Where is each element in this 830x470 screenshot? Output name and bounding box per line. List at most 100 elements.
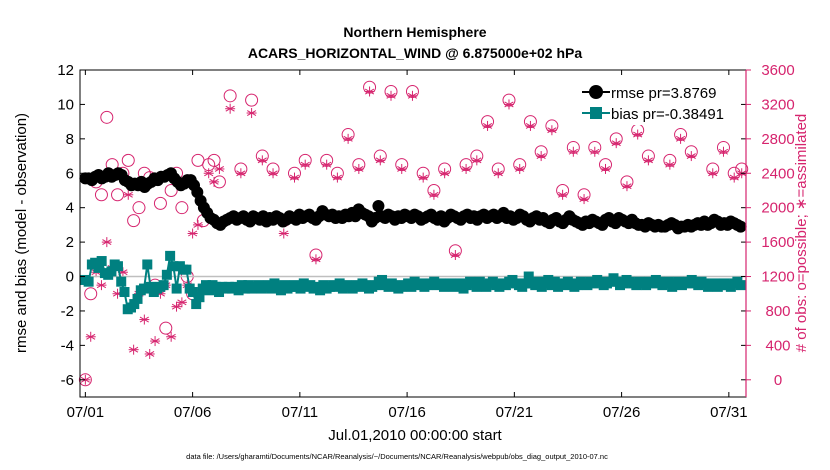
obs-assimilated-point [675,133,686,144]
obs-assimilated-point [171,301,182,312]
asterisk-stroke [504,101,514,108]
right-y-axis-label: # of obs: o=possible; ∗=assimilated [793,114,810,353]
obs-assimilated-point [150,336,161,347]
obs-assimilated-point [439,168,450,179]
obs-assimilated-point [525,120,536,131]
asterisk-stroke [171,303,182,310]
right-tick-label: 0 [774,372,782,389]
obs-assimilated-point [203,168,214,179]
obs-assimilated-point [632,129,643,140]
asterisk-stroke [611,140,621,147]
obs-assimilated-point [300,159,311,170]
obs-assimilated-point [289,172,300,183]
asterisk-stroke [214,166,225,172]
obs-assimilated-point [332,172,343,183]
obs-assimilated-point [176,297,187,308]
asterisk-stroke [440,170,450,177]
left-tick-label: -6 [61,372,74,389]
left-y-axis: -6 -4 -2 0 2 4 6 8 10 12 [57,62,746,389]
obs-assimilated-point [503,99,514,110]
obs-possible-point [223,89,237,103]
obs-assimilated-point [482,120,493,131]
asterisk-stroke [129,346,139,353]
asterisk-stroke [177,299,187,306]
right-tick-label: 2400 [761,165,794,182]
obs-assimilated-point [96,280,107,291]
bias-point [132,293,143,304]
asterisk-stroke [515,166,525,172]
asterisk-stroke [300,161,310,168]
obs-assimilated-point [461,163,472,174]
obs-assimilated-point [643,155,654,166]
asterisk-stroke [429,191,439,198]
x-tick-label: 07/26 [603,404,641,421]
obs-assimilated-point [621,181,632,192]
bias-point [210,281,221,292]
obs-possible-point [127,214,141,228]
asterisk-stroke [418,174,428,181]
right-tick-label: 400 [765,337,790,354]
bias-point [233,285,244,296]
bias-point [181,264,192,275]
obs-assimilated-point [471,155,482,166]
asterisk-stroke [461,166,471,172]
obs-assimilated-point [235,168,246,179]
left-tick-label: 10 [57,96,74,113]
obs-possible-point [212,175,226,189]
obs-assimilated-point [514,163,525,174]
bias-point [549,276,560,287]
rmse-point [372,199,385,212]
bias-point [663,276,674,287]
left-tick-label: 0 [66,269,74,286]
left-tick-label: -4 [61,337,74,354]
asterisk-stroke [708,170,718,177]
obs-assimilated-point [418,172,429,183]
bias-point [142,259,153,270]
asterisk-stroke [96,282,107,289]
asterisk-stroke [80,376,90,383]
obs-possible-point [159,321,173,335]
bias-point [214,287,225,298]
left-tick-label: 6 [66,165,74,182]
obs-assimilated-point [428,189,439,200]
obs-assimilated-point [493,168,504,179]
x-tick-label: 07/01 [67,404,105,421]
x-axis-label: Jul.01,2010 00:00:00 start [328,427,502,444]
asterisk-stroke [236,170,246,177]
asterisk-stroke [579,196,589,203]
left-tick-label: -2 [61,303,74,320]
obs-assimilated-point [600,163,611,174]
obs-possible-point [175,201,189,215]
bias-point [334,278,345,289]
asterisk-stroke [622,183,632,190]
asterisk-stroke [397,166,407,172]
left-tick-label: 2 [66,234,74,251]
asterisk-stroke [643,157,654,164]
obs-possible-point [100,110,114,124]
asterisk-stroke [139,316,149,323]
bias-point [116,276,127,287]
obs-assimilated-point [407,90,418,101]
asterisk-stroke [279,230,289,237]
obs-assimilated-point [278,228,289,239]
legend: rmse pr=3.8769 bias pr=-0.38491 [576,77,738,125]
obs-possible-point [78,373,92,387]
asterisk-stroke [536,153,546,159]
asterisk-stroke [665,161,675,168]
bias-point [96,256,107,267]
bias-point [471,281,482,292]
bias-point [200,280,211,291]
obs-assimilated-point [85,331,96,342]
bias-point [93,262,104,273]
right-tick-label: 3600 [761,62,794,79]
obs-assimilated-point [729,172,740,183]
x-tick-label: 07/31 [710,404,748,421]
asterisk-stroke [257,157,267,164]
asterisk-stroke [322,161,332,168]
bias-point [145,281,156,292]
bias-point [139,283,150,294]
asterisk-stroke [311,256,321,263]
asterisk-stroke [268,170,278,177]
bias-point [275,285,286,296]
bias-point [543,274,554,285]
